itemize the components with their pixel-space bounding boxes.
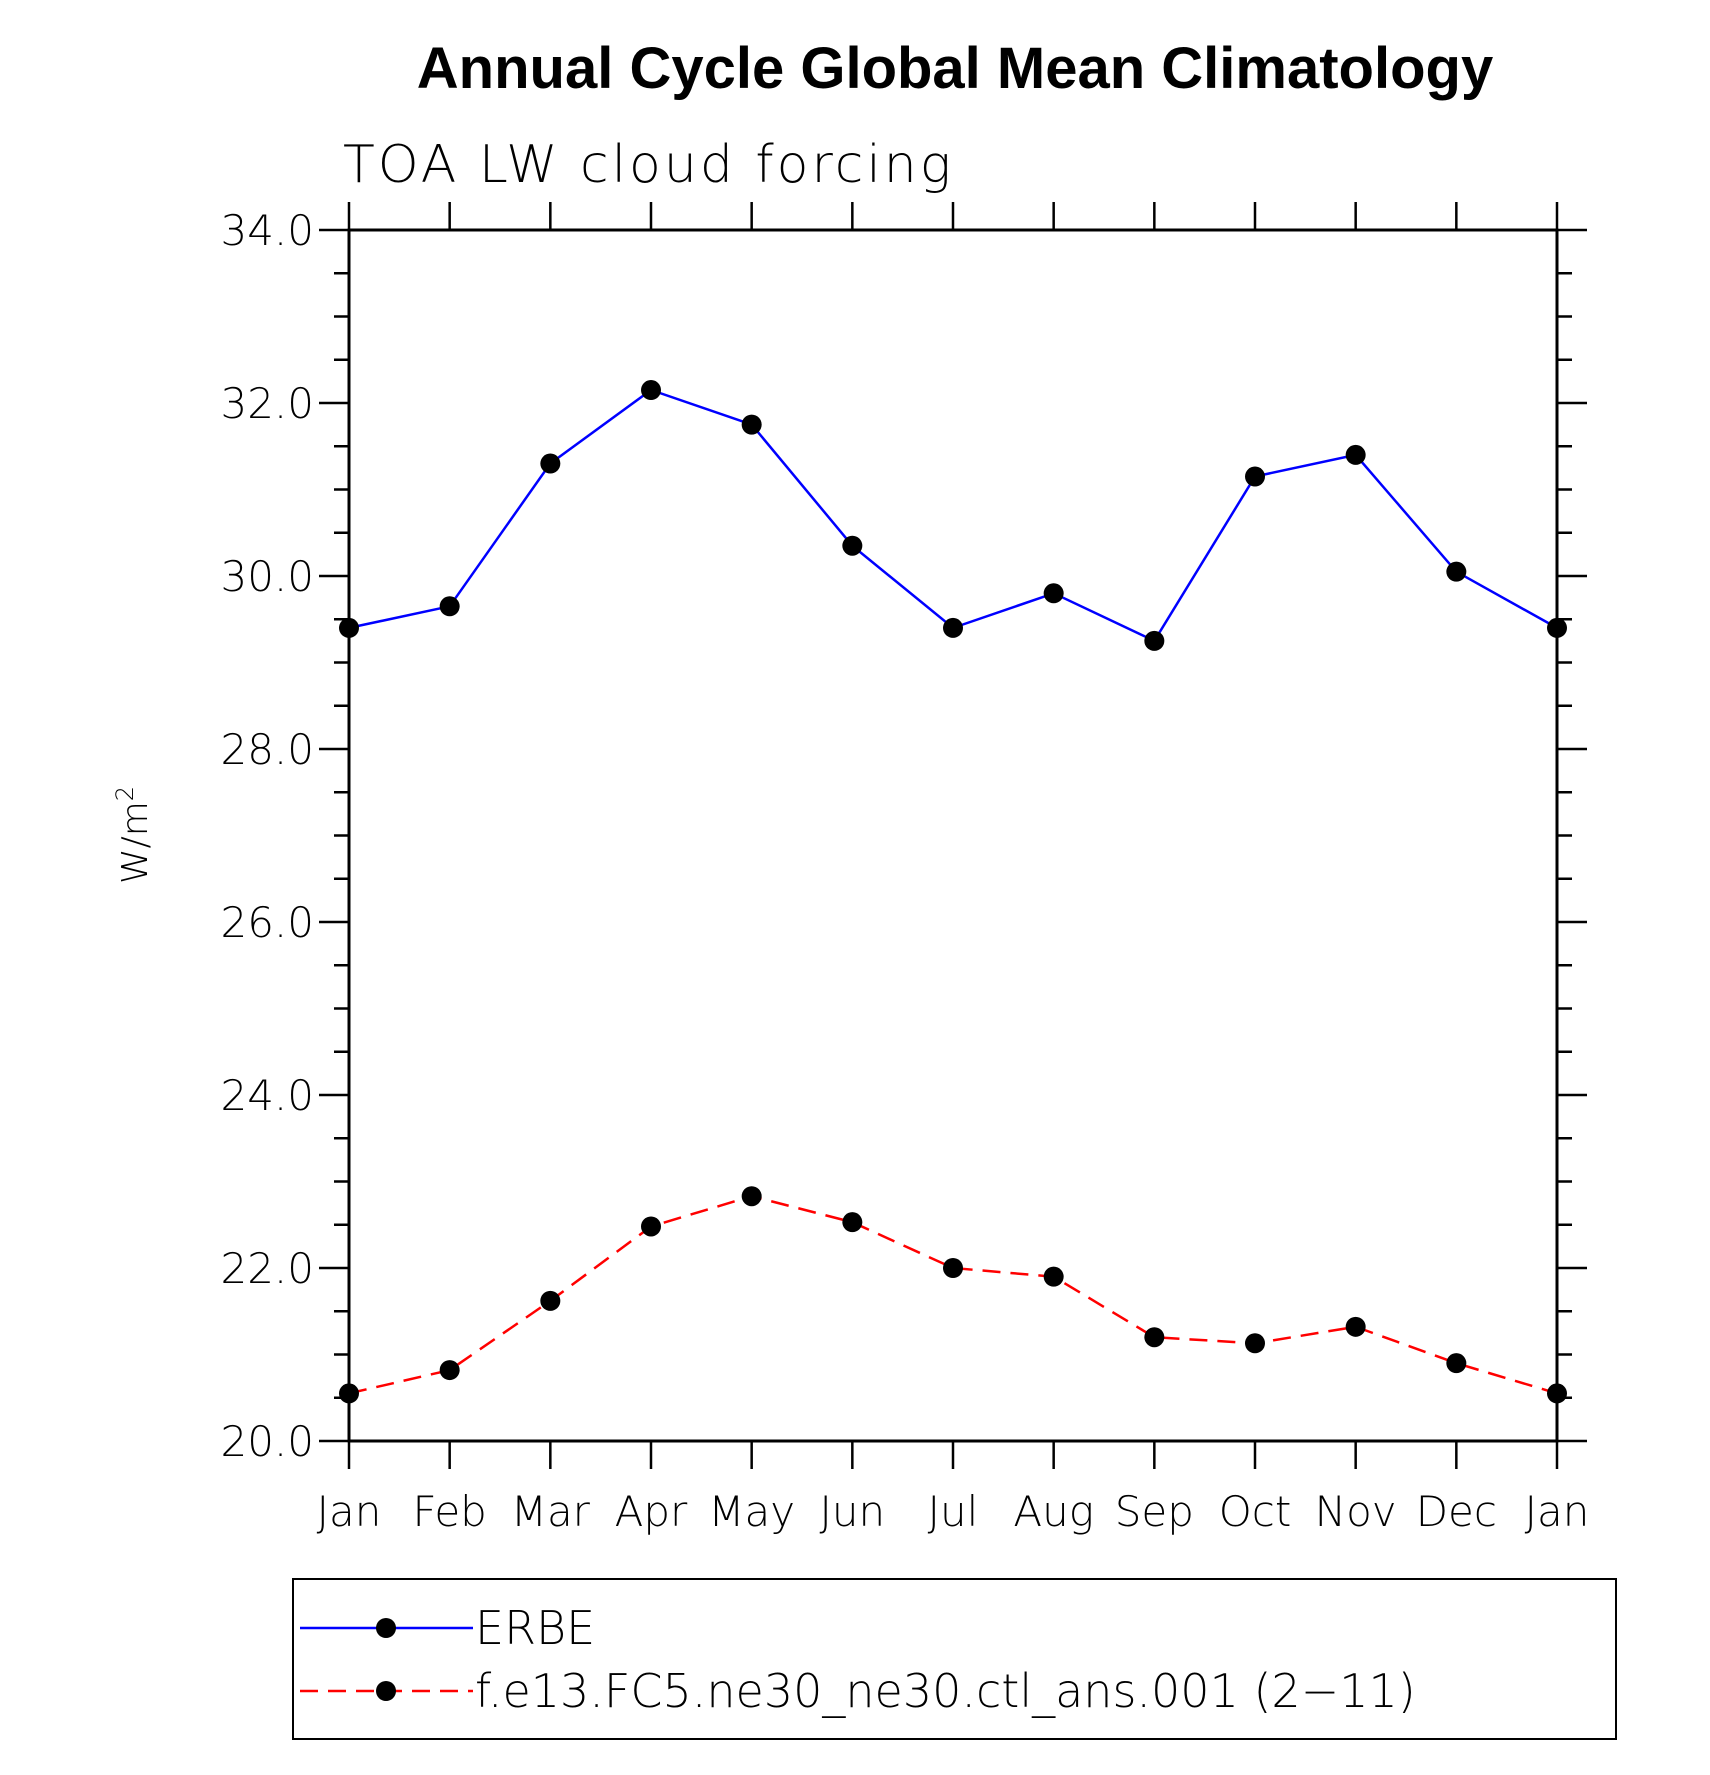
series-1-point: [1446, 1353, 1467, 1374]
series-0-point: [1446, 561, 1467, 582]
series-1-point: [1043, 1266, 1064, 1287]
y-axis-label-text: W/m: [115, 801, 156, 884]
svg-text:W/m2: W/m2: [111, 786, 156, 884]
series-0-point: [1245, 466, 1265, 487]
x-tick-label: Jan: [1525, 1487, 1590, 1536]
axis-ticks: [319, 202, 1587, 1469]
y-tick-label: 28.0: [220, 725, 314, 774]
chart-title: Annual Cycle Global Mean Climatology: [417, 36, 1493, 101]
chart-subtitle: TOA LW cloud forcing: [343, 135, 954, 195]
series-0-point: [439, 596, 460, 617]
axis-tick-labels: 20.0 22.0 24.0 26.0 28.0 30.0 32.0 34.0 Jan Feb Ma…: [220, 206, 1589, 1536]
x-tick-label: Jul: [928, 1487, 979, 1536]
series-0-point: [1547, 617, 1567, 638]
x-tick-label: Oct: [1219, 1487, 1292, 1536]
x-tick-label: Aug: [1013, 1487, 1094, 1536]
x-tick-label: Dec: [1416, 1487, 1497, 1536]
legend: ERBE f.e13.FC5.ne30_ne30.ctl_ans.001 (2−…: [292, 1578, 1617, 1740]
series-1-point: [741, 1186, 762, 1207]
series-1-point: [641, 1216, 661, 1237]
x-tick-label: Feb: [412, 1487, 486, 1536]
series-1-point: [439, 1360, 460, 1381]
x-tick-label: Apr: [615, 1487, 688, 1536]
series-0-point: [641, 380, 661, 401]
legend-label-erbe: ERBE: [475, 1601, 595, 1655]
x-tick-label: Jun: [820, 1487, 886, 1536]
series-line-0: [348, 388, 1558, 643]
legend-box: [292, 1578, 1617, 1740]
x-tick-label: Nov: [1315, 1487, 1397, 1536]
series-1-point: [943, 1258, 963, 1278]
x-tick-label: Mar: [511, 1487, 591, 1536]
series-1-point: [1144, 1327, 1165, 1348]
series-0-point: [1144, 630, 1165, 651]
y-tick-label: 30.0: [220, 552, 314, 601]
legend-marker-erbe: [376, 1618, 396, 1638]
series-line-1: [348, 1194, 1558, 1395]
plot-frame: [347, 228, 1559, 1443]
y-tick-label: 24.0: [220, 1071, 314, 1120]
series-0-point: [943, 617, 963, 638]
y-tick-label: 20.0: [220, 1417, 314, 1466]
series-0-point: [1043, 583, 1064, 604]
y-tick-label: 26.0: [220, 898, 314, 947]
y-axis-label-superscript: 2: [111, 786, 139, 801]
legend-marker-model: [376, 1681, 396, 1701]
x-tick-label: May: [708, 1487, 795, 1536]
y-axis-label: W/m2: [111, 786, 156, 884]
y-tick-label: 32.0: [220, 379, 314, 428]
series-markers: [339, 380, 1567, 1404]
series-0-point: [1345, 444, 1366, 465]
y-tick-label: 34.0: [220, 206, 314, 255]
series-1-point: [1547, 1383, 1567, 1404]
series-0-point: [842, 535, 863, 556]
x-tick-label: Jan: [317, 1487, 382, 1536]
series-0-point: [339, 617, 359, 638]
series-1-point: [842, 1212, 863, 1233]
series-1-point: [540, 1290, 561, 1311]
series-1-point: [339, 1383, 359, 1404]
series-0-point: [540, 453, 561, 474]
x-tick-label: Sep: [1115, 1487, 1194, 1536]
series-1-point: [1245, 1333, 1265, 1354]
series-lines: [348, 388, 1558, 1395]
series-1-point: [1345, 1316, 1366, 1337]
y-tick-label: 22.0: [220, 1244, 314, 1293]
series-0-point: [741, 414, 762, 435]
legend-label-model: f.e13.FC5.ne30_ne30.ctl_ans.001 (2−11): [475, 1664, 1416, 1718]
